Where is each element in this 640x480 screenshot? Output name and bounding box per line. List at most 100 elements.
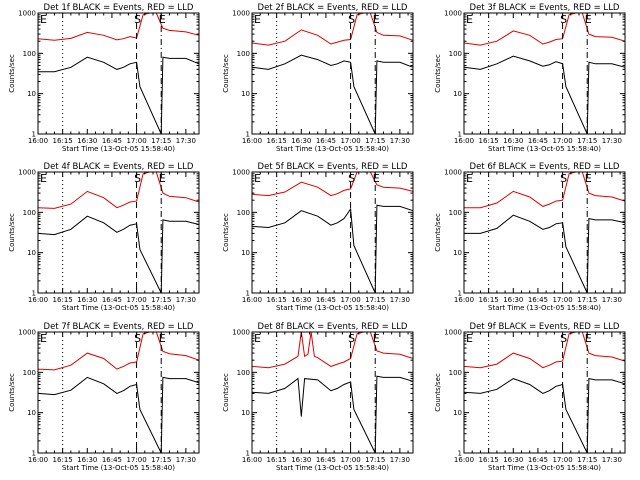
y-tick-label: 10	[27, 409, 36, 417]
marker-label: E	[373, 172, 380, 185]
x-tick-label: 17:00	[552, 456, 572, 464]
y-tick-label: 100	[237, 369, 250, 377]
x-tick-label: 17:00	[340, 296, 360, 304]
marker-label: S	[560, 172, 567, 185]
y-axis-label: Counts/sec	[222, 213, 230, 252]
y-tick-label: 100	[23, 50, 36, 58]
corner-label: E	[254, 172, 261, 185]
x-axis-label: Start Time (13-Oct-05 15:58:40)	[488, 304, 601, 312]
y-tick-label: 1	[246, 290, 250, 298]
y-tick-label: 1	[458, 131, 462, 139]
panel-title: Det 3f BLACK = Events, RED = LLD	[470, 3, 620, 13]
y-tick-label: 1000	[444, 10, 462, 18]
plot-frame	[251, 171, 414, 294]
lld-series-line	[37, 171, 200, 209]
x-axis-label: Start Time (13-Oct-05 15:58:40)	[488, 145, 601, 153]
events-series-line	[463, 55, 626, 135]
marker-label: S	[348, 172, 355, 185]
marker-label: E	[585, 13, 592, 26]
y-tick-label: 100	[449, 209, 462, 217]
y-axis-label: Counts/sec	[8, 373, 16, 412]
x-tick-label: 16:15	[53, 137, 73, 145]
lld-series-line	[463, 331, 626, 369]
x-tick-label: 16:45	[528, 137, 548, 145]
panel-title: Det 6f BLACK = Events, RED = LLD	[470, 162, 620, 172]
y-tick-label: 1	[246, 450, 250, 458]
x-axis-label: Start Time (13-Oct-05 15:58:40)	[276, 145, 389, 153]
x-tick-label: 16:00	[242, 296, 262, 304]
events-series-line	[463, 377, 626, 454]
corner-label: E	[40, 332, 47, 345]
y-tick-label: 1	[246, 131, 250, 139]
x-tick-label: 16:15	[53, 296, 73, 304]
marker-label: S	[560, 332, 567, 345]
y-tick-label: 100	[237, 50, 250, 58]
y-tick-label: 1	[32, 450, 36, 458]
lld-series-line	[463, 12, 626, 46]
y-tick-label: 1000	[18, 169, 36, 177]
y-tick-label: 1	[32, 131, 36, 139]
x-tick-label: 16:00	[28, 296, 48, 304]
y-tick-label: 1000	[232, 169, 250, 177]
marker-label: E	[159, 332, 166, 345]
events-series-line	[37, 215, 200, 294]
marker-label: S	[134, 13, 141, 26]
panel-title: Det 7f BLACK = Events, RED = LLD	[44, 322, 194, 332]
x-tick-label: 16:00	[28, 137, 48, 145]
x-tick-label: 16:30	[503, 137, 523, 145]
y-tick-label: 100	[449, 50, 462, 58]
y-tick-label: 10	[453, 409, 462, 417]
x-tick-label: 16:45	[102, 137, 122, 145]
x-tick-label: 17:15	[151, 296, 171, 304]
x-tick-label: 17:00	[340, 137, 360, 145]
x-tick-label: 17:30	[176, 456, 196, 464]
x-tick-label: 16:30	[77, 456, 97, 464]
panel-title: Det 4f BLACK = Events, RED = LLD	[44, 162, 194, 172]
x-tick-label: 16:15	[267, 296, 287, 304]
x-tick-label: 17:30	[390, 137, 410, 145]
plot-frame	[463, 12, 626, 135]
x-tick-label: 16:45	[316, 456, 336, 464]
lld-series-line	[251, 171, 414, 197]
x-axis-label: Start Time (13-Oct-05 15:58:40)	[488, 464, 601, 472]
y-axis-label: Counts/sec	[434, 373, 442, 412]
marker-label: S	[560, 13, 567, 26]
corner-label: E	[254, 332, 261, 345]
corner-label: E	[40, 13, 47, 26]
x-tick-label: 17:15	[365, 137, 385, 145]
marker-label: S	[348, 332, 355, 345]
x-tick-label: 17:30	[602, 456, 622, 464]
y-tick-label: 10	[27, 249, 36, 257]
plot-frame	[251, 12, 414, 135]
y-tick-label: 1000	[18, 329, 36, 337]
events-series-line	[37, 376, 200, 454]
x-axis-label: Start Time (13-Oct-05 15:58:40)	[62, 145, 175, 153]
marker-label: S	[134, 332, 141, 345]
events-series-line	[251, 204, 414, 294]
plot-frame	[37, 171, 200, 294]
corner-label: E	[40, 172, 47, 185]
y-tick-label: 10	[453, 249, 462, 257]
x-tick-label: 16:30	[77, 137, 97, 145]
events-series-line	[251, 54, 414, 135]
y-axis-label: Counts/sec	[8, 213, 16, 252]
x-tick-label: 16:45	[528, 456, 548, 464]
marker-label: S	[348, 13, 355, 26]
corner-label: E	[466, 172, 473, 185]
marker-label: E	[585, 172, 592, 185]
x-tick-label: 16:00	[242, 456, 262, 464]
events-series-line	[464, 214, 626, 294]
x-tick-label: 16:15	[479, 296, 499, 304]
x-tick-label: 16:30	[291, 456, 311, 464]
x-tick-label: 16:15	[53, 456, 73, 464]
y-axis-label: Counts/sec	[434, 213, 442, 252]
x-tick-label: 16:45	[102, 456, 122, 464]
corner-label: E	[254, 13, 261, 26]
x-tick-label: 17:30	[390, 296, 410, 304]
x-tick-label: 16:45	[316, 137, 336, 145]
